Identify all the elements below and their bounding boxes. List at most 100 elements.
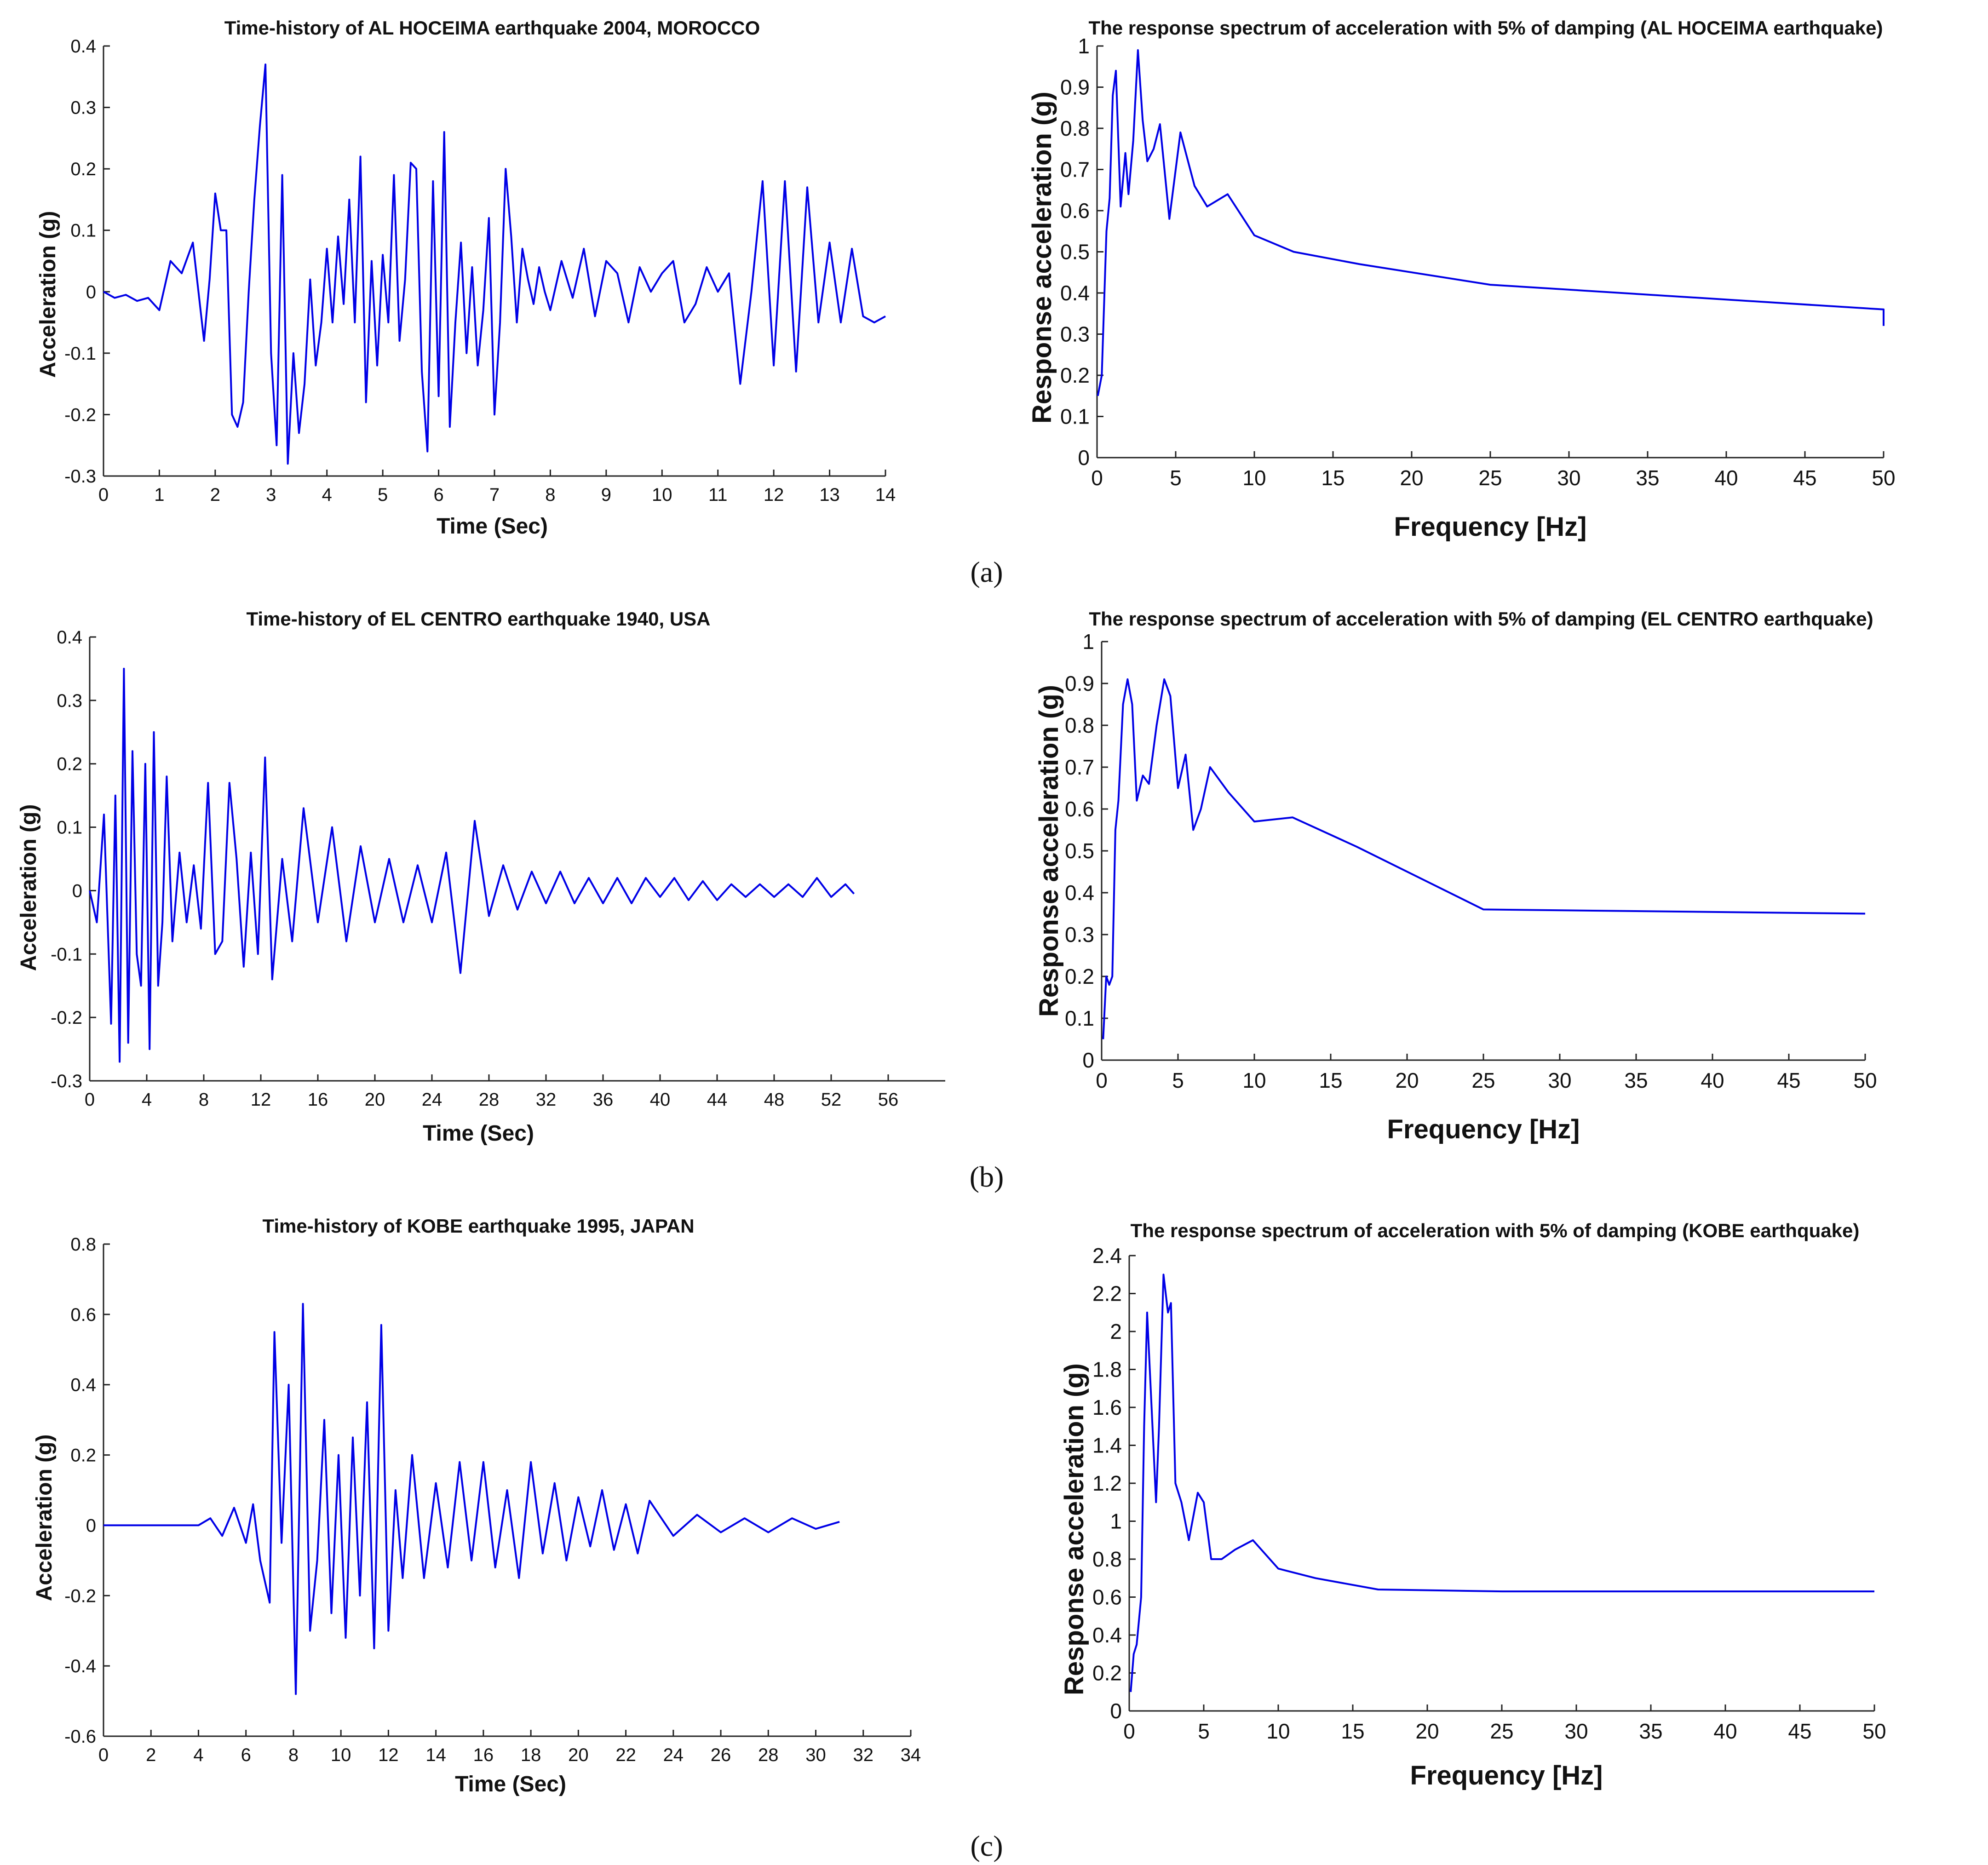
plot-area: 0 5 10 15 20 25 30 35 40 45 50 0 0.1 0.2 0.3 0.4 0.5 0.6 0… [1060,34,1896,490]
x-tick-label: 22 [615,1745,636,1765]
x-tick-label: 10 [652,485,672,505]
y-tick-label: 0.3 [70,98,96,118]
y-tick-label: -0.2 [51,1008,82,1028]
series-line [103,1303,840,1695]
y-tick-label: 0.9 [1060,75,1090,99]
x-tick-label: 40 [1714,466,1738,490]
x-tick-label: 8 [288,1745,299,1765]
y-tick-label: 0.4 [1060,281,1090,305]
chart-title: The response spectrum of acceleration wi… [1131,1220,1860,1241]
x-tick-label: 28 [479,1090,500,1110]
y-axis-label: Acceleration (g) [36,211,60,378]
x-tick-label: 15 [1321,466,1344,490]
x-tick-label: 48 [764,1090,785,1110]
chart-title: Time-history of KOBE earthquake 1995, JA… [262,1215,694,1237]
chart-title: The response spectrum of acceleration wi… [1089,17,1883,39]
x-axis-label: Time (Sec) [455,1772,566,1796]
x-tick-label: 40 [1701,1068,1724,1092]
chart-rs-alhoceima: The response spectrum of acceleration wi… [1027,17,1896,542]
x-tick-label: 12 [378,1745,399,1765]
x-tick-label: 5 [1198,1719,1210,1743]
y-tick-label: 0 [1082,1048,1094,1072]
y-axis-label: Acceleration (g) [32,1435,57,1601]
y-tick-label: 0.7 [1060,158,1090,182]
x-tick-label: 0 [85,1090,95,1110]
series-line [1102,678,1866,1039]
x-axis-label: Frequency [Hz] [1410,1761,1603,1790]
y-tick-label: 0.4 [70,36,96,57]
plot-area: 0 1 2 3 4 5 6 7 8 9 10 11 12 13 14-0.3-0.2-0.100.10.20… [64,36,896,505]
y-tick-label: 0.1 [70,221,96,241]
x-tick-label: 2 [210,485,220,505]
y-tick-label: 0 [72,881,82,901]
plot-area: 0 5 10 15 20 25 30 35 40 45 50 0 0.2 0.4 0.6 0.8 1 1.2 1.4… [1092,1244,1886,1743]
chart-title: The response spectrum of acceleration wi… [1089,608,1873,630]
y-tick-label: 0.2 [1060,363,1090,387]
chart-rs-kobe: The response spectrum of acceleration wi… [1059,1220,1886,1790]
x-tick-label: 0 [98,485,109,505]
x-tick-label: 15 [1319,1068,1342,1092]
y-tick-label: 0.5 [1065,839,1094,863]
y-tick-label: 0.8 [1060,116,1090,140]
x-tick-label: 50 [1853,1068,1877,1092]
x-tick-label: 10 [1242,1068,1266,1092]
x-tick-label: 30 [1548,1068,1571,1092]
y-tick-label: 0.6 [1060,199,1090,223]
caption-b: (b) [970,1160,1004,1193]
x-axis-label: Time (Sec) [423,1121,534,1146]
y-tick-label: 0.4 [1065,881,1094,905]
y-tick-label: 0.3 [1060,322,1090,346]
x-tick-label: 3 [266,485,276,505]
y-tick-label: -0.1 [64,344,96,364]
series-line [1097,49,1885,396]
y-tick-label: -0.3 [51,1071,82,1091]
x-tick-label: 18 [521,1745,541,1765]
x-tick-label: 15 [1341,1719,1364,1743]
x-tick-label: 26 [711,1745,731,1765]
y-tick-label: 1.2 [1092,1471,1122,1495]
y-tick-label: 1.8 [1092,1358,1122,1382]
chart-title: Time-history of AL HOCEIMA earthquake 20… [224,17,760,39]
x-tick-label: 34 [901,1745,921,1765]
y-axis-label: Acceleration (g) [17,804,41,971]
caption-c: (c) [970,1830,1003,1862]
x-tick-label: 9 [601,485,611,505]
y-tick-label: 2 [1110,1320,1122,1343]
x-tick-label: 14 [425,1745,446,1765]
x-tick-label: 25 [1478,466,1502,490]
y-tick-label: 0.2 [70,1446,96,1466]
y-tick-label: 0.8 [1092,1547,1122,1571]
y-tick-label: 0.4 [57,627,82,648]
y-axis-label: Response acceleration (g) [1059,1363,1089,1695]
x-tick-label: 45 [1777,1068,1800,1092]
x-tick-label: 40 [650,1090,671,1110]
x-tick-label: 16 [473,1745,494,1765]
y-tick-label: 0.7 [1065,755,1094,779]
chart-th-kobe: Time-history of KOBE earthquake 1995, JA… [32,1215,921,1796]
x-tick-label: 45 [1793,466,1816,490]
x-tick-label: 8 [545,485,555,505]
x-tick-label: 5 [378,485,388,505]
y-tick-label: -0.4 [64,1656,96,1676]
y-tick-label: 0.3 [57,691,82,711]
y-tick-label: -0.2 [64,405,96,425]
x-tick-label: 32 [536,1090,557,1110]
y-tick-label: 0.1 [57,818,82,838]
x-tick-label: 6 [433,485,443,505]
x-tick-label: 13 [819,485,840,505]
y-tick-label: 0.2 [1092,1661,1122,1685]
x-tick-label: 30 [1564,1719,1588,1743]
y-tick-label: -0.1 [51,944,82,964]
x-tick-label: 4 [193,1745,203,1765]
x-tick-label: 45 [1788,1719,1811,1743]
y-tick-label: 1 [1078,34,1090,58]
y-tick-label: 0.2 [70,159,96,179]
x-axis-label: Frequency [Hz] [1394,512,1587,542]
x-tick-label: 50 [1872,466,1895,490]
x-tick-label: 10 [1266,1719,1290,1743]
x-tick-label: 12 [251,1090,271,1110]
x-tick-label: 36 [593,1090,614,1110]
x-tick-label: 10 [331,1745,351,1765]
y-tick-label: -0.6 [64,1727,96,1747]
x-tick-label: 4 [142,1090,152,1110]
